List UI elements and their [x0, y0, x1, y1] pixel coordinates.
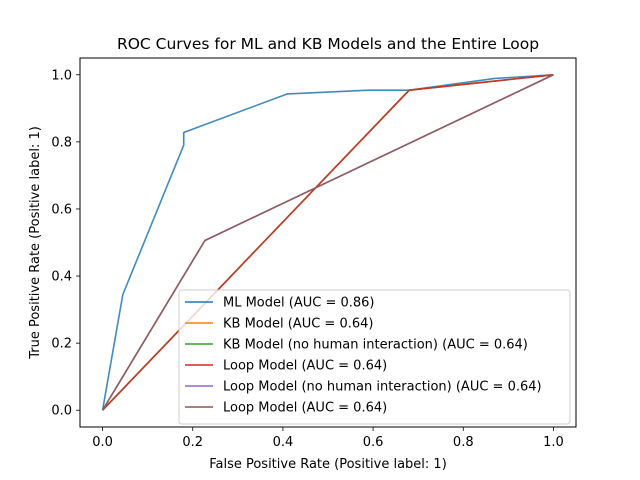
y-tick-label: 0.6	[51, 202, 72, 217]
series-line-1	[101, 73, 554, 411]
legend: ML Model (AUC = 0.86) KB Model (AUC = 0.6…	[178, 289, 571, 425]
plot-frame	[79, 57, 577, 428]
x-tick-label: 0.2	[182, 435, 203, 450]
legend-box	[178, 289, 571, 425]
x-tick-label: 0.6	[363, 435, 384, 450]
series-line-6	[101, 74, 554, 411]
x-tick-label: 0.8	[453, 435, 474, 450]
legend-label: KB Model (AUC = 0.64)	[223, 317, 373, 332]
legend-label: Loop Model (AUC = 0.64)	[223, 359, 387, 374]
x-tick-label: 0.0	[92, 435, 113, 450]
x-axis-label: False Positive Rate (Positive label: 1)	[209, 457, 447, 472]
x-axis-ticks: 0.0 0.2 0.4 0.6 0.8 1.0	[92, 427, 564, 450]
y-tick-label: 1.0	[51, 68, 72, 83]
y-axis-ticks: 0.0 0.2 0.4 0.6 0.8 1.0	[51, 68, 80, 419]
y-tick-label: 0.4	[51, 270, 72, 285]
x-tick-label: 0.4	[273, 435, 294, 450]
x-tick-label: 1.0	[543, 435, 564, 450]
y-tick-label: 0.2	[51, 337, 72, 352]
legend-label: KB Model (no human interaction) (AUC = 0…	[223, 338, 528, 353]
y-tick-label: 0.8	[51, 135, 72, 150]
legend-label: Loop Model (AUC = 0.64)	[223, 401, 387, 416]
legend-label: Loop Model (no human interaction) (AUC =…	[223, 380, 542, 395]
y-axis-label: True Positive Rate (Positive label: 1)	[28, 126, 43, 360]
y-tick-label: 0.0	[51, 404, 72, 419]
legend-label: ML Model (AUC = 0.86)	[223, 296, 375, 311]
chart-title: ROC Curves for ML and KB Models and the …	[117, 35, 539, 53]
